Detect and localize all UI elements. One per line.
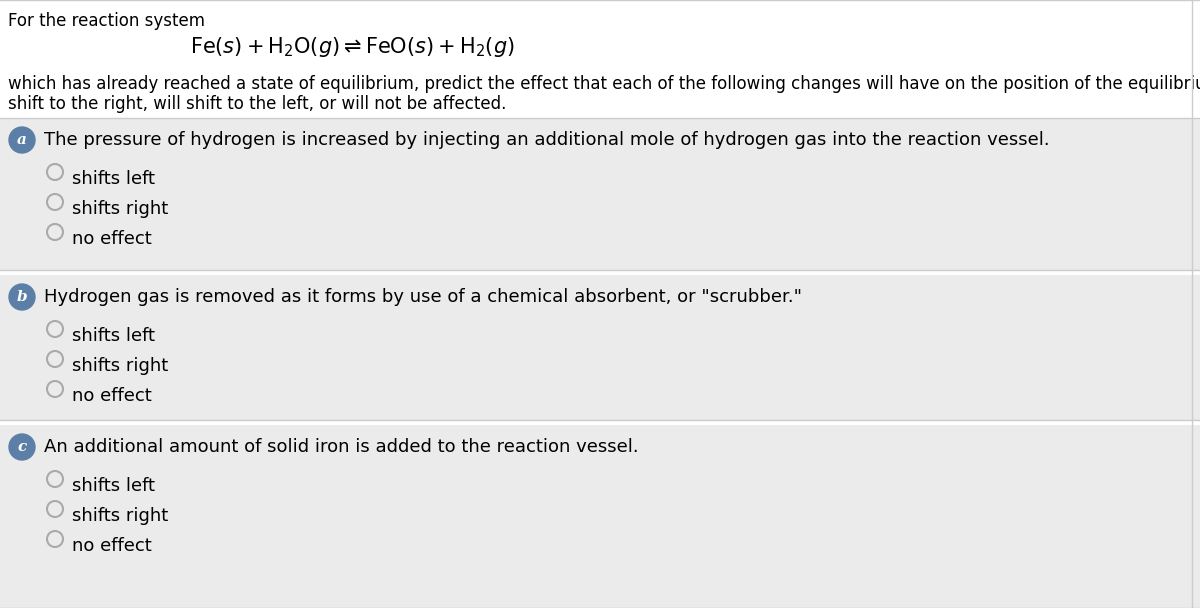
Text: shifts left: shifts left bbox=[72, 327, 155, 345]
Circle shape bbox=[10, 127, 35, 153]
Text: no effect: no effect bbox=[72, 537, 151, 555]
FancyBboxPatch shape bbox=[0, 425, 1200, 608]
Text: shift to the right, will shift to the left, or will not be affected.: shift to the right, will shift to the le… bbox=[8, 95, 506, 113]
FancyBboxPatch shape bbox=[0, 420, 1200, 470]
Text: shifts right: shifts right bbox=[72, 357, 168, 375]
FancyBboxPatch shape bbox=[0, 0, 1200, 118]
Text: $\mathrm{Fe}(\mathit{s}) + \mathrm{H_2O}(\mathit{g}) \rightleftharpoons \mathrm{: $\mathrm{Fe}(\mathit{s}) + \mathrm{H_2O}… bbox=[190, 35, 515, 59]
FancyBboxPatch shape bbox=[0, 270, 1200, 574]
Text: shifts left: shifts left bbox=[72, 477, 155, 495]
Circle shape bbox=[10, 284, 35, 310]
Circle shape bbox=[10, 434, 35, 460]
Text: a: a bbox=[17, 133, 26, 147]
Text: shifts left: shifts left bbox=[72, 170, 155, 188]
Text: Hydrogen gas is removed as it forms by use of a chemical absorbent, or "scrubber: Hydrogen gas is removed as it forms by u… bbox=[44, 288, 802, 306]
FancyBboxPatch shape bbox=[0, 118, 1200, 270]
Text: c: c bbox=[17, 440, 26, 454]
FancyBboxPatch shape bbox=[0, 275, 1200, 420]
Text: An additional amount of solid iron is added to the reaction vessel.: An additional amount of solid iron is ad… bbox=[44, 438, 638, 456]
Text: shifts right: shifts right bbox=[72, 200, 168, 218]
Text: The pressure of hydrogen is increased by injecting an additional mole of hydroge: The pressure of hydrogen is increased by… bbox=[44, 131, 1050, 149]
Text: which has already reached a state of equilibrium, predict the effect that each o: which has already reached a state of equ… bbox=[8, 75, 1200, 93]
Text: no effect: no effect bbox=[72, 230, 151, 248]
Text: no effect: no effect bbox=[72, 387, 151, 405]
Text: shifts right: shifts right bbox=[72, 507, 168, 525]
Text: b: b bbox=[17, 290, 28, 304]
Text: For the reaction system: For the reaction system bbox=[8, 12, 205, 30]
